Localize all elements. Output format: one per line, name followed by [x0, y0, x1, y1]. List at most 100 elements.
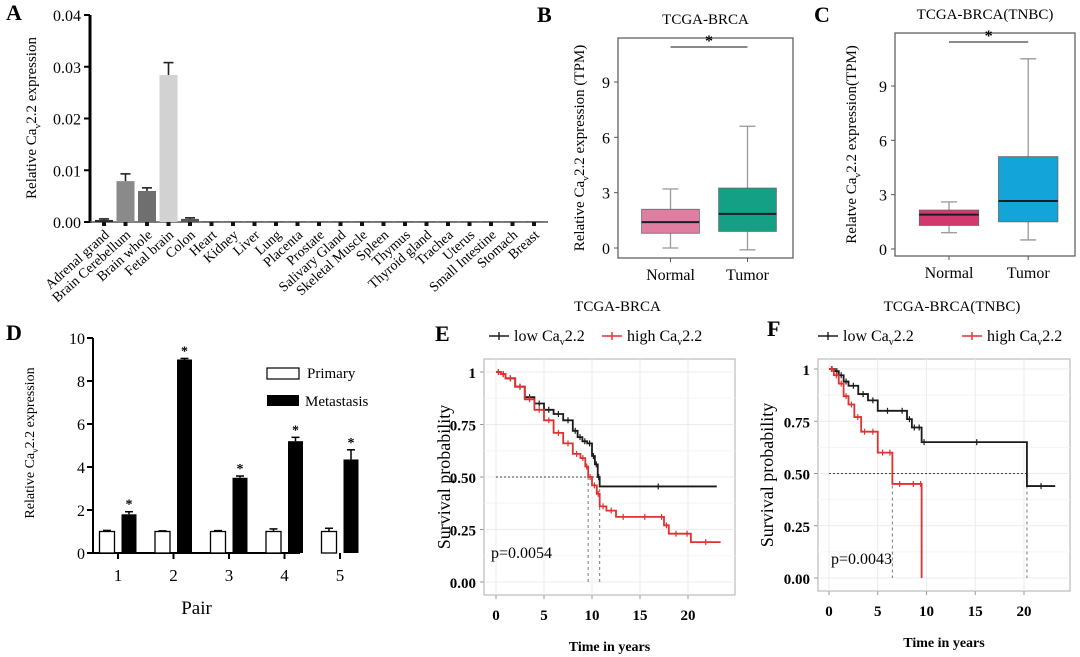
x-tick-label: Normal: [925, 265, 974, 282]
y-tick-label: 1: [803, 363, 811, 379]
bar: [374, 221, 393, 222]
panel-letter-c: C: [814, 2, 830, 27]
x-tick: [166, 222, 171, 226]
y-axis-label: Survival probability: [757, 403, 777, 547]
y-tick-label: 6: [602, 130, 610, 147]
x-tick: [317, 222, 321, 226]
chart-title: TCGA-BRCA: [574, 299, 661, 315]
y-tick-label: 9: [602, 75, 610, 92]
bar: [353, 221, 371, 222]
bar: [138, 190, 156, 222]
legend-label: high Cav2.2: [627, 328, 702, 348]
x-tick: [489, 222, 493, 226]
x-axis-label: Time in years: [903, 636, 985, 651]
survival-curve-low: [829, 368, 1056, 487]
bar: [181, 218, 199, 222]
p-value-annotation: p=0.0043: [831, 551, 892, 568]
bar: [482, 221, 500, 222]
x-tick: [231, 222, 235, 226]
y-tick-label: 0: [879, 242, 887, 259]
bar: [95, 219, 113, 222]
y-tick-label: 8: [77, 374, 85, 391]
y-tick-label: 0.75: [784, 415, 810, 431]
y-tick-label: 0.75: [450, 419, 476, 435]
x-tick: [274, 222, 278, 226]
bar-metastasis: [343, 459, 359, 553]
bar: [224, 221, 242, 222]
bar: [503, 221, 522, 222]
y-axis-label: Relative Cav2.2 expression (TPM): [572, 45, 592, 252]
bar-metastasis: [232, 477, 248, 553]
bar-primary: [154, 530, 171, 554]
y-tick-label: 0.25: [450, 524, 476, 540]
significance-star: *: [237, 462, 244, 477]
bar: [288, 221, 307, 222]
y-tick-label: 10: [69, 331, 85, 348]
bar-metastasis: [121, 514, 137, 553]
bar-primary: [320, 530, 338, 554]
x-tick: [532, 222, 536, 226]
y-tick-label: 1: [469, 366, 477, 382]
y-tick-label: 0.00: [784, 572, 810, 588]
y-tick-label: 0: [77, 546, 85, 563]
x-tick: [188, 222, 192, 226]
significance-star: *: [985, 28, 993, 45]
box: [998, 156, 1059, 223]
x-tick-label: 20: [681, 608, 696, 624]
legend-label: high Cav2.2: [987, 328, 1062, 348]
y-tick-label: 0.25: [784, 520, 810, 536]
significance-star: *: [705, 33, 713, 50]
bar: [525, 221, 543, 222]
y-tick-label: 3: [879, 188, 887, 205]
x-tick: [145, 222, 149, 226]
y-tick-label: 9: [879, 79, 887, 96]
bar: [417, 221, 436, 222]
y-tick-label: 4: [77, 460, 85, 477]
x-tick: [123, 222, 128, 226]
chart-title: TCGA-BRCA(TNBC): [884, 299, 1021, 315]
panel-c-boxplot: TCGA-BRCA(TNBC) Relatve Cav2.2 expression…: [844, 7, 1076, 282]
bar: [159, 75, 178, 222]
survival-curve-high: [829, 368, 923, 578]
x-tick: [467, 222, 472, 226]
y-tick-label: 0: [602, 241, 610, 258]
x-tick-label: Normal: [646, 267, 695, 284]
significance-star: *: [126, 498, 133, 513]
y-tick-label: 0.03: [53, 60, 81, 77]
y-tick-label: 6: [77, 417, 85, 434]
bar-primary: [265, 530, 282, 554]
x-tick: [403, 222, 407, 226]
x-tick-label: 10: [585, 608, 600, 624]
bar: [310, 221, 328, 222]
panel-d-pair-bar-chart: Relative Cav2.2 expression 0 2 4 6 8 10 * 1 * 2 * 3 *…: [23, 331, 368, 619]
y-tick-label: 6: [879, 133, 887, 150]
x-tick: [381, 222, 386, 226]
x-tick-label: 20: [1017, 604, 1032, 620]
x-tick-label: 10: [919, 604, 934, 620]
x-tick-label: 1: [114, 566, 123, 585]
panel-b-boxplot: TCGA-BRCA Relative Cav2.2 expression (TPM…: [572, 12, 794, 284]
y-tick-label: 0.00: [53, 215, 81, 232]
x-tick-label: 2: [169, 566, 178, 585]
panel-letter-e: E: [435, 321, 450, 346]
panel-letter-f: F: [767, 316, 780, 341]
x-tick: [338, 222, 343, 226]
legend-label-metastasis: Metastasis: [305, 394, 368, 410]
panel-e-survival-curve: TCGA-BRCA low Cav2.2 high Cav2.2 0.00 0.25 0.…: [434, 299, 736, 655]
y-axis-label: Relative Cav2.2 expression: [23, 367, 40, 518]
survival-curve-high: [496, 371, 721, 543]
x-axis-label: Time in years: [569, 640, 651, 655]
panel-letter-d: D: [6, 320, 22, 345]
y-tick-label: 2: [77, 503, 85, 520]
plot-frame: [894, 32, 1076, 257]
legend-label: low Cav2.2: [843, 328, 914, 348]
y-tick-label: 3: [602, 186, 610, 203]
p-value-annotation: p=0.0054: [491, 545, 552, 562]
y-tick-label: 0.00: [450, 576, 476, 592]
bar: [396, 221, 414, 222]
chart-title: TCGA-BRCA(TNBC): [917, 7, 1054, 23]
bar: [460, 221, 479, 222]
box: [918, 209, 980, 226]
bar: [267, 221, 285, 222]
